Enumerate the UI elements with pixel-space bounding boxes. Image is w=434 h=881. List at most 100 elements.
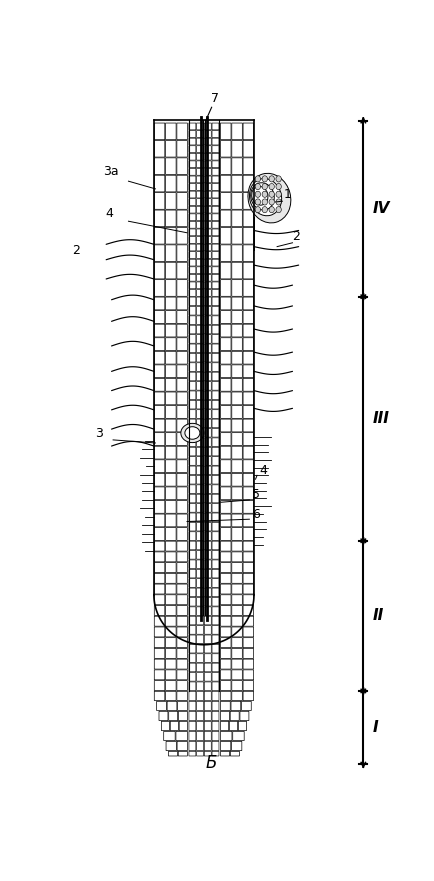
FancyBboxPatch shape xyxy=(204,448,211,455)
FancyBboxPatch shape xyxy=(204,682,211,691)
FancyBboxPatch shape xyxy=(204,199,211,205)
FancyBboxPatch shape xyxy=(189,325,196,334)
FancyBboxPatch shape xyxy=(212,307,219,315)
FancyBboxPatch shape xyxy=(177,460,187,472)
FancyBboxPatch shape xyxy=(212,221,219,228)
FancyBboxPatch shape xyxy=(189,316,196,324)
FancyBboxPatch shape xyxy=(189,569,196,578)
Ellipse shape xyxy=(269,206,274,212)
FancyBboxPatch shape xyxy=(154,616,165,626)
FancyBboxPatch shape xyxy=(154,659,165,669)
FancyBboxPatch shape xyxy=(212,410,219,418)
FancyBboxPatch shape xyxy=(232,648,242,658)
FancyBboxPatch shape xyxy=(204,466,211,475)
FancyBboxPatch shape xyxy=(177,500,187,514)
FancyBboxPatch shape xyxy=(232,574,242,583)
FancyBboxPatch shape xyxy=(197,335,204,344)
FancyBboxPatch shape xyxy=(212,259,219,266)
FancyBboxPatch shape xyxy=(177,263,187,279)
FancyBboxPatch shape xyxy=(197,701,204,711)
FancyBboxPatch shape xyxy=(204,153,211,160)
FancyBboxPatch shape xyxy=(212,616,219,625)
FancyBboxPatch shape xyxy=(189,307,196,315)
FancyBboxPatch shape xyxy=(220,158,231,174)
FancyBboxPatch shape xyxy=(177,175,187,192)
FancyBboxPatch shape xyxy=(154,514,165,527)
FancyBboxPatch shape xyxy=(177,365,187,378)
FancyBboxPatch shape xyxy=(166,227,176,244)
FancyBboxPatch shape xyxy=(204,616,211,625)
FancyBboxPatch shape xyxy=(243,487,253,500)
FancyBboxPatch shape xyxy=(220,433,231,446)
FancyBboxPatch shape xyxy=(197,400,204,409)
FancyBboxPatch shape xyxy=(232,552,242,562)
FancyBboxPatch shape xyxy=(154,473,165,486)
FancyBboxPatch shape xyxy=(212,274,219,281)
FancyBboxPatch shape xyxy=(189,476,196,484)
FancyBboxPatch shape xyxy=(177,433,187,446)
FancyBboxPatch shape xyxy=(212,741,219,751)
FancyBboxPatch shape xyxy=(212,456,219,465)
FancyBboxPatch shape xyxy=(243,574,253,583)
FancyBboxPatch shape xyxy=(197,236,204,243)
FancyBboxPatch shape xyxy=(154,140,165,157)
FancyBboxPatch shape xyxy=(197,183,204,190)
FancyBboxPatch shape xyxy=(197,644,204,653)
FancyBboxPatch shape xyxy=(204,569,211,578)
FancyBboxPatch shape xyxy=(232,419,242,432)
FancyBboxPatch shape xyxy=(204,290,211,296)
FancyBboxPatch shape xyxy=(232,263,242,279)
FancyBboxPatch shape xyxy=(197,168,204,175)
FancyBboxPatch shape xyxy=(189,522,196,531)
FancyBboxPatch shape xyxy=(197,145,204,152)
FancyBboxPatch shape xyxy=(204,635,211,644)
FancyBboxPatch shape xyxy=(197,494,204,503)
FancyBboxPatch shape xyxy=(243,670,253,680)
FancyBboxPatch shape xyxy=(177,648,187,658)
FancyBboxPatch shape xyxy=(161,722,170,730)
FancyBboxPatch shape xyxy=(204,363,211,372)
FancyBboxPatch shape xyxy=(204,161,211,167)
FancyBboxPatch shape xyxy=(204,214,211,220)
FancyBboxPatch shape xyxy=(177,379,187,391)
FancyBboxPatch shape xyxy=(220,140,231,157)
FancyBboxPatch shape xyxy=(212,476,219,484)
FancyBboxPatch shape xyxy=(189,267,196,274)
FancyBboxPatch shape xyxy=(189,456,196,465)
FancyBboxPatch shape xyxy=(243,263,253,279)
FancyBboxPatch shape xyxy=(197,199,204,205)
FancyBboxPatch shape xyxy=(166,405,176,418)
FancyBboxPatch shape xyxy=(166,337,176,351)
FancyBboxPatch shape xyxy=(204,751,211,756)
FancyBboxPatch shape xyxy=(167,701,177,711)
FancyBboxPatch shape xyxy=(204,701,211,711)
FancyBboxPatch shape xyxy=(189,191,196,198)
FancyBboxPatch shape xyxy=(243,563,253,573)
FancyBboxPatch shape xyxy=(212,428,219,437)
FancyBboxPatch shape xyxy=(166,638,176,648)
FancyBboxPatch shape xyxy=(166,140,176,157)
FancyBboxPatch shape xyxy=(204,711,211,721)
FancyBboxPatch shape xyxy=(166,175,176,192)
FancyBboxPatch shape xyxy=(220,722,229,730)
Ellipse shape xyxy=(262,191,267,197)
FancyBboxPatch shape xyxy=(204,722,211,730)
FancyBboxPatch shape xyxy=(212,316,219,324)
FancyBboxPatch shape xyxy=(197,252,204,258)
FancyBboxPatch shape xyxy=(212,589,219,596)
FancyBboxPatch shape xyxy=(232,227,242,244)
FancyBboxPatch shape xyxy=(154,447,165,459)
FancyBboxPatch shape xyxy=(243,297,253,310)
FancyBboxPatch shape xyxy=(243,227,253,244)
FancyBboxPatch shape xyxy=(166,487,176,500)
FancyBboxPatch shape xyxy=(166,741,176,751)
FancyBboxPatch shape xyxy=(220,210,231,226)
FancyBboxPatch shape xyxy=(212,466,219,475)
FancyBboxPatch shape xyxy=(197,214,204,220)
FancyBboxPatch shape xyxy=(197,282,204,289)
FancyBboxPatch shape xyxy=(154,563,165,573)
FancyBboxPatch shape xyxy=(212,153,219,160)
FancyBboxPatch shape xyxy=(220,605,231,616)
FancyBboxPatch shape xyxy=(189,597,196,606)
FancyBboxPatch shape xyxy=(177,158,187,174)
